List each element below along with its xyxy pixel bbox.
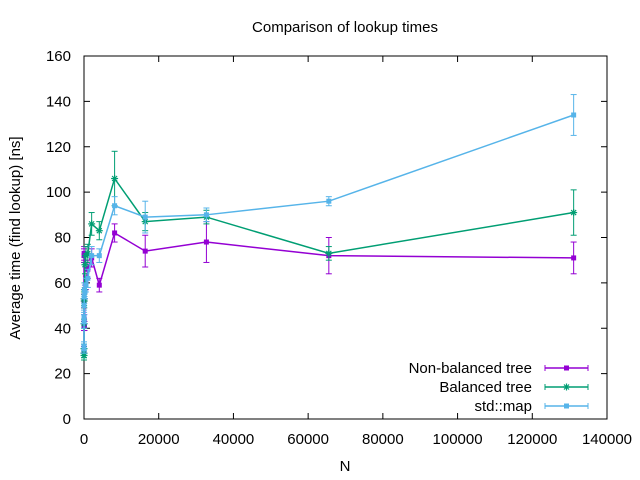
x-tick-label: 0 — [80, 431, 88, 448]
legend-label: Balanced tree — [439, 379, 532, 396]
x-tick-label: 140000 — [582, 431, 632, 448]
x-tick-label: 100000 — [433, 431, 483, 448]
y-tick-label: 20 — [54, 366, 71, 383]
y-tick-label: 60 — [54, 275, 71, 292]
x-tick-label: 40000 — [213, 431, 255, 448]
legend-entry: Non-balanced tree — [409, 360, 589, 377]
y-tick-label: 120 — [46, 139, 71, 156]
legend-marker — [564, 403, 569, 409]
y-tick-label: 40 — [54, 320, 71, 337]
series-2 — [81, 94, 577, 354]
data-point — [203, 212, 209, 218]
data-point — [112, 230, 118, 236]
data-point — [142, 214, 148, 220]
x-tick-label: 120000 — [507, 431, 557, 448]
data-point — [96, 282, 102, 288]
y-axis: 0 20 40 60 80 100 120 140 160 — [46, 48, 607, 428]
data-point — [571, 255, 577, 261]
data-point — [88, 220, 96, 228]
chart-title: Comparison of lookup times — [252, 19, 438, 36]
data-point — [81, 303, 87, 309]
data-point — [89, 253, 95, 259]
data-point — [203, 239, 209, 245]
x-tick-label: 20000 — [138, 431, 180, 448]
data-point — [95, 227, 103, 235]
data-point — [326, 198, 332, 204]
y-tick-label: 0 — [63, 411, 71, 428]
data-point — [96, 253, 102, 259]
x-axis: 0 20000 40000 60000 80000 100000 120000 140000 — [80, 56, 632, 448]
legend-marker — [564, 365, 569, 371]
legend-label: Non-balanced tree — [409, 360, 532, 377]
legend-label: std::map — [474, 398, 532, 415]
x-axis-label: N — [340, 458, 351, 475]
data-point — [85, 275, 91, 281]
y-axis-label: Average time (find lookup) [ns] — [7, 136, 24, 339]
y-tick-label: 140 — [46, 93, 71, 110]
data-point — [81, 318, 87, 324]
series-layer — [80, 94, 578, 361]
y-tick-label: 100 — [46, 184, 71, 201]
y-tick-label: 80 — [54, 230, 71, 247]
data-point — [142, 248, 148, 254]
legend-marker — [563, 383, 570, 391]
data-point — [325, 249, 333, 257]
y-tick-label: 160 — [46, 48, 71, 65]
data-point — [111, 175, 119, 183]
legend-entry: Balanced tree — [439, 379, 589, 396]
legend-entry: std::map — [474, 398, 589, 415]
data-point — [570, 209, 578, 217]
data-point — [81, 346, 87, 352]
data-point — [571, 112, 577, 118]
x-tick-label: 80000 — [362, 431, 404, 448]
x-tick-label: 60000 — [287, 431, 329, 448]
data-point — [112, 203, 118, 209]
data-point — [83, 282, 89, 288]
